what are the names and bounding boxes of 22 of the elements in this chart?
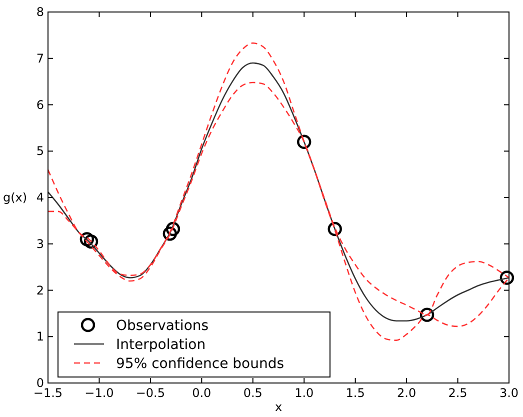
y-tick-label: 8 [36,5,44,19]
y-axis-title: g(x) [3,190,28,204]
y-tick-label: 1 [36,330,44,344]
x-tick-label: 2.0 [397,386,416,400]
y-tick-label: 2 [36,283,44,298]
x-tick-label: −0.5 [136,386,166,400]
x-tick-label: 3.0 [499,386,519,400]
y-tick-label: 3 [36,236,44,251]
y-tick-label: 4 [36,190,44,204]
legend-label: Observations [116,318,209,334]
x-tick-label: 2.5 [448,386,468,400]
y-tick-label: 7 [36,51,44,66]
x-tick-label: 0.5 [243,386,262,400]
legend-label: Interpolation [116,337,206,353]
x-tick-label: 0.0 [192,386,212,400]
x-axis-title: x [274,400,282,414]
y-tick-label: 5 [36,144,44,158]
legend-label: 95% confidence bounds [116,356,284,372]
x-tick-label: 1.5 [346,386,365,400]
x-tick-label: −1.0 [84,386,114,400]
y-tick-label: 6 [36,98,44,112]
x-tick-label: 1.0 [294,386,314,400]
